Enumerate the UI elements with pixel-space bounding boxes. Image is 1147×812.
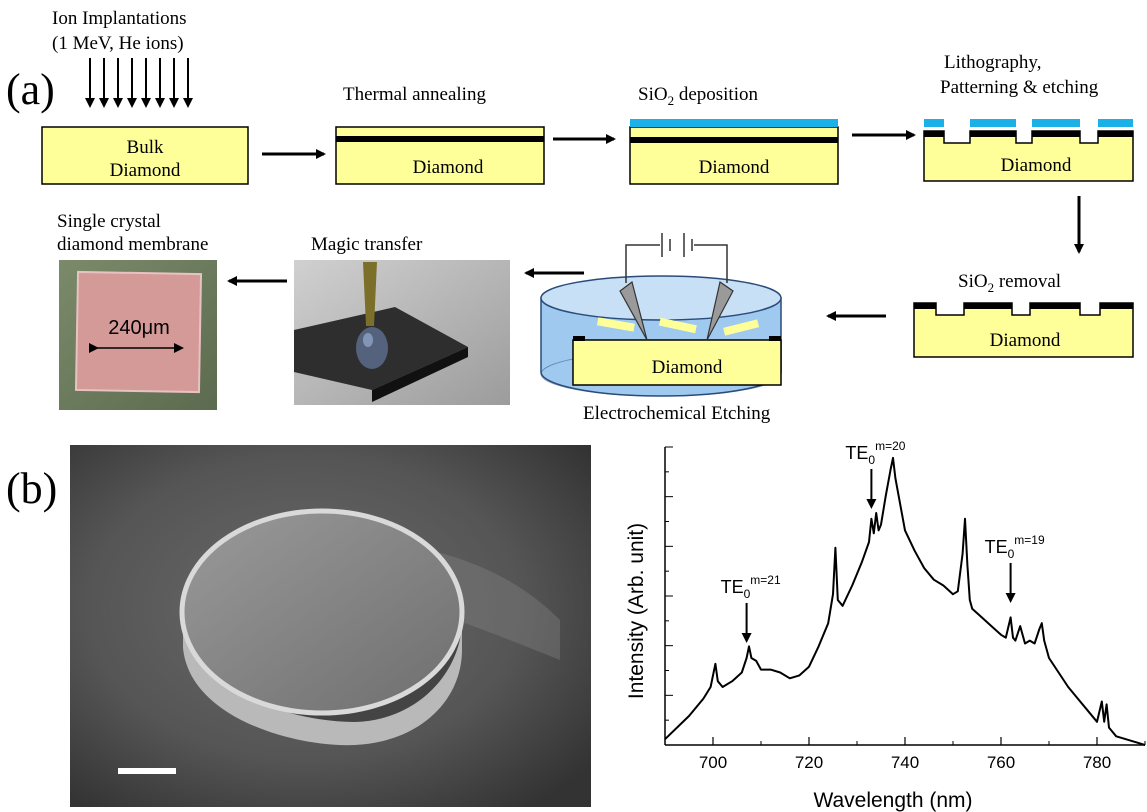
ion-caption-line2: (1 MeV, He ions) — [52, 33, 184, 54]
ion-arrows — [85, 58, 193, 108]
etch-diamond — [572, 336, 782, 386]
membrane-scale-label: 240μm — [108, 317, 170, 339]
sio2-dep-oxide-layer — [630, 119, 838, 127]
etch-caption: Electrochemical Etching — [583, 403, 771, 424]
y-axis-label: Intensity (Arb. unit) — [625, 523, 648, 699]
spectrum-series-line — [664, 456, 1146, 746]
spectrum-chart: 700 720 740 760 780 Wavelength (nm) Intensity … — [625, 439, 1146, 812]
sio2-rem-diamond-label: Diamond — [990, 330, 1061, 351]
sem-image — [70, 445, 591, 807]
etch-graphite-flakes — [596, 317, 760, 336]
sio2-dep-diamond-block — [629, 126, 839, 185]
etch-diamond-label: Diamond — [652, 357, 723, 378]
mode-annotation-label: TE0m=19 — [985, 533, 1045, 561]
x-tick-label: 720 — [795, 753, 823, 772]
litho-caption-line2: Patterning & etching — [940, 77, 1099, 98]
sio2-dep-graphite-layer — [630, 137, 838, 143]
anneal-caption: Thermal annealing — [343, 84, 486, 105]
sio2-rem-structure — [913, 302, 1134, 358]
bulk-diamond-block — [41, 126, 249, 185]
litho-diamond-label: Diamond — [1001, 155, 1072, 176]
bulk-label-line1: Bulk — [127, 137, 164, 158]
sio2-rem-caption: SiO2 removal — [958, 271, 1061, 295]
panel-b-label: (b) — [6, 464, 57, 513]
battery-circuit-icon — [625, 233, 728, 283]
membrane-photo — [59, 260, 217, 410]
x-axis-label: Wavelength (nm) — [813, 789, 972, 812]
mode-annotation-label: TE0m=21 — [721, 573, 781, 601]
ion-caption-line1: Ion Implantations — [52, 8, 187, 29]
panel-a-label: (a) — [6, 65, 55, 114]
membrane-caption-line1: Single crystal — [57, 211, 161, 232]
litho-structure — [923, 119, 1134, 182]
anneal-diamond-label: Diamond — [413, 157, 484, 178]
x-tick-label: 740 — [891, 753, 919, 772]
sio2-dep-diamond-label: Diamond — [699, 157, 770, 178]
x-tick-label: 700 — [699, 753, 727, 772]
mode-annotation-label: TE0m=20 — [845, 439, 905, 467]
bulk-label-line2: Diamond — [110, 160, 181, 181]
membrane-caption-line2: diamond membrane — [57, 234, 208, 255]
litho-caption-line1: Lithography, — [944, 52, 1041, 73]
anneal-graphite-layer — [336, 136, 544, 142]
x-tick-label: 780 — [1083, 753, 1111, 772]
transfer-image — [294, 260, 510, 405]
sio2-dep-caption: SiO2 deposition — [638, 84, 758, 108]
transfer-caption: Magic transfer — [311, 234, 423, 255]
x-tick-label: 760 — [987, 753, 1015, 772]
etch-electrodes — [619, 280, 734, 341]
